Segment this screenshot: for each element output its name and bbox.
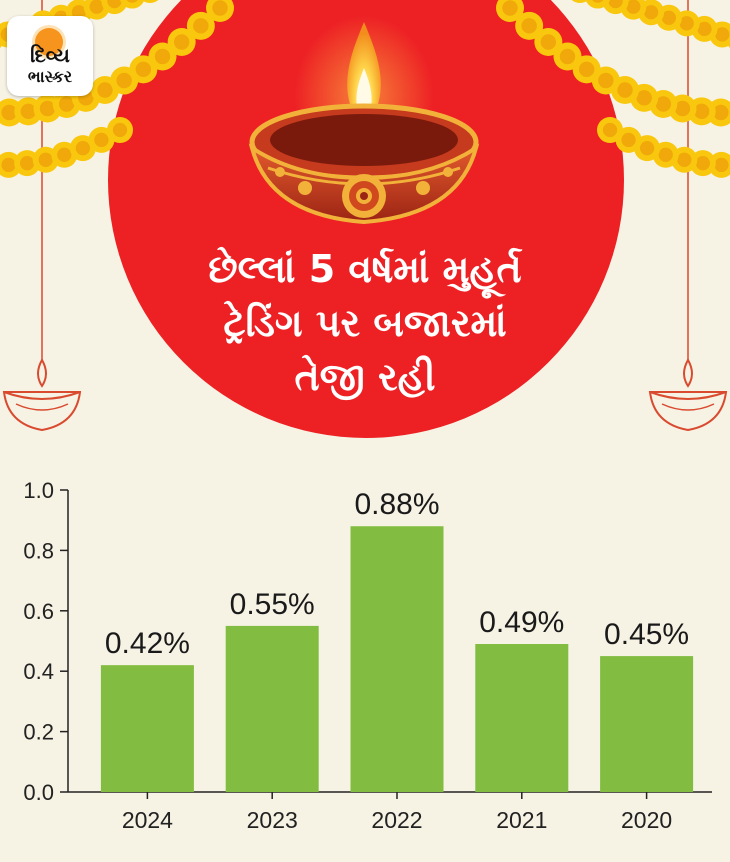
headline-line-2: ટ્રેડિંગ પર બજારમાં: [223, 301, 507, 345]
marigold-flower-center: [20, 103, 37, 120]
y-tick-label: 0.0: [23, 780, 54, 805]
marigold-flower-center: [19, 156, 35, 171]
marigold-flower-center: [626, 0, 641, 14]
headline-line-3: તેજી રહી: [294, 355, 436, 399]
marigold-flower-center: [715, 27, 730, 42]
hanging-lamp-icon: [648, 357, 728, 432]
marigold-flower-center: [112, 122, 128, 138]
x-tick-label-2022: 2022: [371, 807, 422, 833]
marigold-flower-center: [674, 100, 691, 117]
marigold-flower-center: [713, 104, 729, 121]
marigold-flower-center: [598, 72, 614, 89]
marigold-flower-center: [695, 156, 711, 171]
marigold-flower-center: [212, 0, 228, 16]
y-tick-label: 0.4: [23, 659, 54, 684]
marigold-flower-center: [693, 103, 710, 120]
hanging-lamp-icon: [2, 357, 82, 432]
marigold-flower-center: [502, 0, 518, 16]
data-label-2021: 0.49%: [479, 606, 564, 639]
marigold-flower-center: [107, 0, 122, 9]
marigold-flower-center: [193, 18, 209, 34]
bar-2021: [475, 644, 569, 792]
marigold-flower-center: [89, 0, 104, 14]
marigold-flower-center: [697, 21, 712, 37]
data-label-2020: 0.45%: [604, 618, 689, 651]
marigold-flower: [571, 0, 589, 3]
bar-2023: [225, 625, 319, 792]
marigold-flower-center: [658, 147, 673, 162]
x-tick-label-2021: 2021: [496, 807, 547, 833]
sun-icon: [35, 28, 63, 56]
bar-chart: 0.0 0.2 0.4 0.6 0.8 1.0 0.42% 2024 0.55% 2023 0.88…: [23, 478, 712, 833]
plot-area: 0.0 0.2 0.4 0.6 0.8 1.0 0.42% 2024 0.55% 2023 0.88…: [23, 478, 712, 833]
marigold-flower-center: [643, 5, 659, 20]
x-tick-label-2024: 2024: [122, 807, 173, 833]
marigold-flower-center: [97, 82, 113, 98]
marigold-flower: [141, 0, 159, 3]
header-illustration: [0, 0, 730, 438]
marigold-flower-center: [661, 10, 677, 25]
y-tick-label: 0.6: [23, 599, 54, 624]
marigold-flower-center: [639, 141, 655, 156]
y-tick-label: 0.8: [23, 538, 54, 563]
headline: છેલ્લાં 5 વર્ષમાં મુહૂર્ત ટ્રેડિંગ પર બજ…: [140, 242, 590, 404]
marigold-flower-center: [1, 104, 17, 121]
marigold-flower-center: [677, 152, 692, 167]
marigold-flower-center: [39, 100, 56, 117]
data-label-2023: 0.55%: [230, 588, 315, 621]
marigold-flower-center: [617, 82, 633, 98]
marigold-flower-center: [173, 34, 190, 50]
marigold-flower-center: [126, 0, 138, 3]
marigold-flower-center: [116, 72, 132, 89]
data-label-2024: 0.42%: [105, 627, 190, 660]
data-label-2022: 0.88%: [354, 488, 439, 521]
bar-2022: [350, 526, 444, 792]
x-tick-label-2023: 2023: [247, 807, 298, 833]
marigold-flower-center: [655, 96, 672, 112]
marigold-flower-center: [602, 122, 618, 138]
marigold-flower-center: [58, 96, 75, 112]
marigold-flower-center: [714, 157, 729, 173]
marigold-flower-center: [621, 132, 636, 148]
y-tick-label: 1.0: [23, 478, 54, 503]
marigold-flower-center: [154, 48, 171, 65]
marigold-flower-center: [679, 16, 694, 31]
brand-logo-line-1: દિવ્ય: [30, 43, 70, 67]
marigold-flower-center: [71, 5, 87, 20]
marigold-flower-center: [57, 147, 72, 162]
marigold-flower-center: [1, 157, 16, 173]
marigold-flower-center: [578, 61, 595, 78]
marigold-flower-center: [38, 152, 53, 167]
marigold-flower-center: [636, 90, 652, 106]
marigold-flower-center: [559, 48, 576, 65]
brand-logo-line-2: ભાસ્કર: [27, 67, 73, 86]
bar-2020: [600, 656, 694, 792]
marigold-flower-center: [94, 132, 109, 148]
diya-lamp-icon: [248, 15, 480, 225]
brand-logo: દિવ્ય ભાસ્કર: [7, 16, 93, 96]
marigold-flower-center: [521, 18, 537, 34]
marigold-flower-center: [75, 141, 91, 156]
marigold-flower-center: [608, 0, 623, 9]
marigold-flower: [585, 0, 610, 9]
headline-line-1: છેલ્લાં 5 વર્ષમાં મુહૂર્ત: [208, 247, 522, 291]
marigold-flower: [120, 0, 145, 9]
y-tick-label: 0.2: [23, 720, 54, 745]
x-tick-label-2020: 2020: [621, 807, 672, 833]
bar-2024: [100, 665, 194, 792]
marigold-flower-center: [592, 0, 604, 3]
marigold-flower-center: [540, 34, 557, 50]
marigold-flower-center: [135, 61, 152, 78]
